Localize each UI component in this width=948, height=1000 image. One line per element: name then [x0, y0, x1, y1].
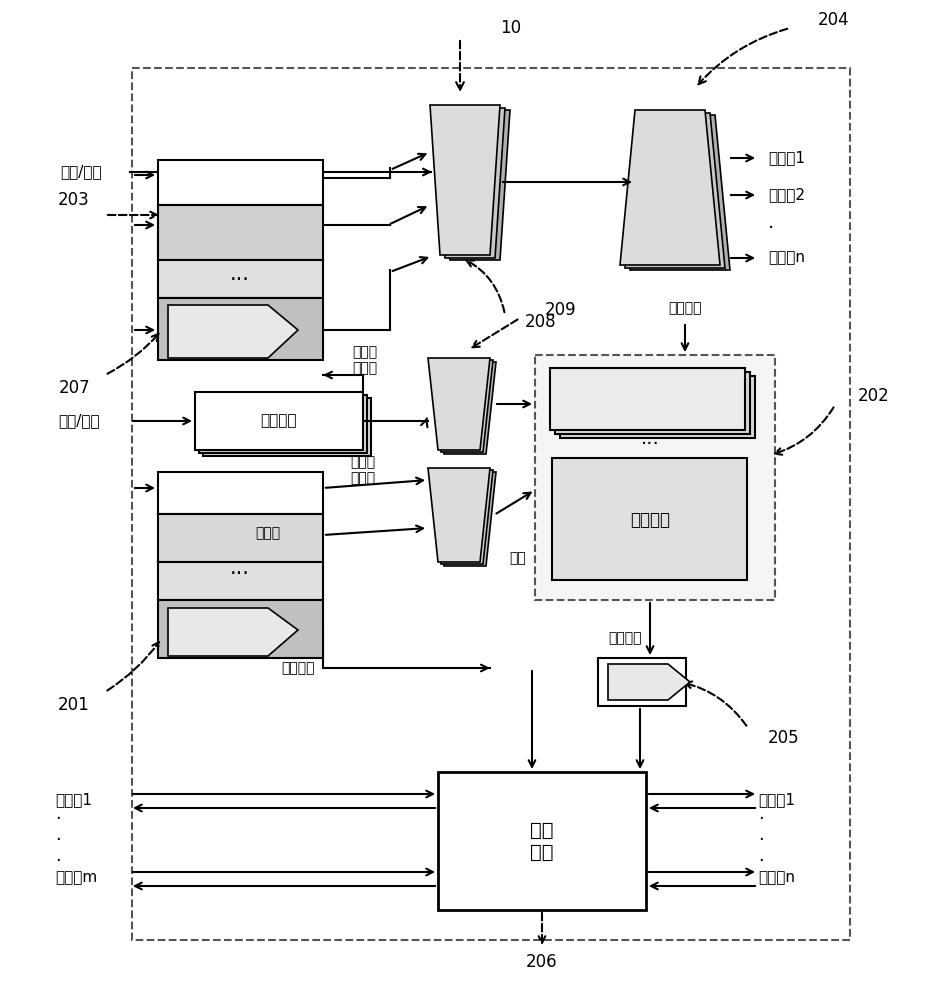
Text: 地址译码: 地址译码 — [261, 414, 298, 428]
Text: 从设备1: 从设备1 — [768, 150, 805, 165]
Text: 授权: 授权 — [510, 551, 526, 565]
Text: 仲裁结果: 仲裁结果 — [668, 301, 702, 315]
Polygon shape — [434, 472, 496, 566]
FancyBboxPatch shape — [158, 260, 323, 298]
FancyBboxPatch shape — [560, 376, 755, 438]
Text: 主设备1: 主设备1 — [55, 792, 92, 808]
Text: 205: 205 — [768, 729, 799, 747]
FancyBboxPatch shape — [158, 298, 323, 360]
Text: 互联
网络: 互联 网络 — [530, 820, 554, 861]
Polygon shape — [428, 468, 490, 562]
FancyBboxPatch shape — [550, 368, 745, 430]
Polygon shape — [430, 105, 500, 255]
Text: 从设备1: 从设备1 — [758, 792, 795, 808]
FancyBboxPatch shape — [552, 458, 747, 580]
FancyBboxPatch shape — [438, 772, 646, 910]
Text: ···: ··· — [641, 436, 660, 454]
Text: 即时申
请向量: 即时申 请向量 — [353, 345, 377, 375]
Polygon shape — [168, 608, 298, 656]
Text: ·
·
·: · · · — [55, 810, 61, 870]
FancyBboxPatch shape — [158, 514, 323, 562]
Polygon shape — [431, 360, 493, 452]
FancyBboxPatch shape — [158, 160, 323, 205]
FancyBboxPatch shape — [199, 395, 367, 453]
FancyBboxPatch shape — [598, 658, 686, 706]
Text: 地址/申请: 地址/申请 — [58, 414, 100, 428]
Text: 10: 10 — [500, 19, 521, 37]
Text: 209: 209 — [545, 301, 576, 319]
FancyBboxPatch shape — [195, 392, 363, 450]
Text: ···: ··· — [230, 564, 250, 584]
Polygon shape — [440, 110, 510, 260]
FancyBboxPatch shape — [158, 562, 323, 600]
Text: 地址/控制: 地址/控制 — [60, 164, 101, 180]
Text: 从设备n: 从设备n — [768, 250, 805, 265]
Polygon shape — [428, 358, 490, 450]
FancyBboxPatch shape — [158, 472, 323, 514]
Polygon shape — [435, 108, 505, 258]
Polygon shape — [625, 113, 725, 268]
Text: 仲裁器组: 仲裁器组 — [630, 511, 670, 529]
Text: 202: 202 — [858, 387, 890, 405]
FancyBboxPatch shape — [158, 205, 323, 260]
Text: 仲裁结果: 仲裁结果 — [609, 631, 642, 645]
Text: ·
·
·: · · · — [758, 810, 764, 870]
Text: 主设备m: 主设备m — [55, 870, 98, 886]
FancyBboxPatch shape — [203, 398, 371, 456]
Polygon shape — [431, 470, 493, 564]
Text: 201: 201 — [58, 696, 90, 714]
Text: ···: ··· — [230, 270, 250, 290]
Text: 203: 203 — [58, 191, 90, 209]
Polygon shape — [434, 362, 496, 454]
FancyBboxPatch shape — [158, 600, 323, 658]
Text: 207: 207 — [59, 379, 90, 397]
Polygon shape — [620, 110, 720, 265]
Text: ·: · — [768, 219, 775, 237]
Text: 206: 206 — [526, 953, 557, 971]
Text: 从设备2: 从设备2 — [768, 188, 805, 202]
Polygon shape — [168, 305, 298, 358]
Text: 204: 204 — [818, 11, 849, 29]
Text: 片选信号: 片选信号 — [282, 661, 315, 675]
Text: 从设备n: 从设备n — [758, 870, 795, 886]
Polygon shape — [630, 115, 730, 270]
Text: 队列申
请向量: 队列申 请向量 — [351, 455, 375, 485]
FancyBboxPatch shape — [555, 372, 750, 434]
FancyBboxPatch shape — [535, 355, 775, 600]
Polygon shape — [608, 664, 690, 700]
Text: 208: 208 — [525, 313, 556, 331]
Text: 队列空: 队列空 — [255, 526, 280, 540]
